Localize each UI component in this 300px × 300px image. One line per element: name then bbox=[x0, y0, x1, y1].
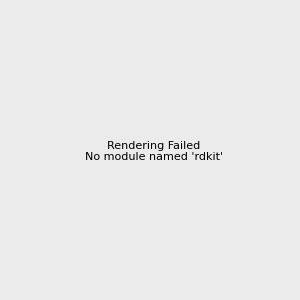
Text: Rendering Failed
No module named 'rdkit': Rendering Failed No module named 'rdkit' bbox=[85, 141, 223, 162]
